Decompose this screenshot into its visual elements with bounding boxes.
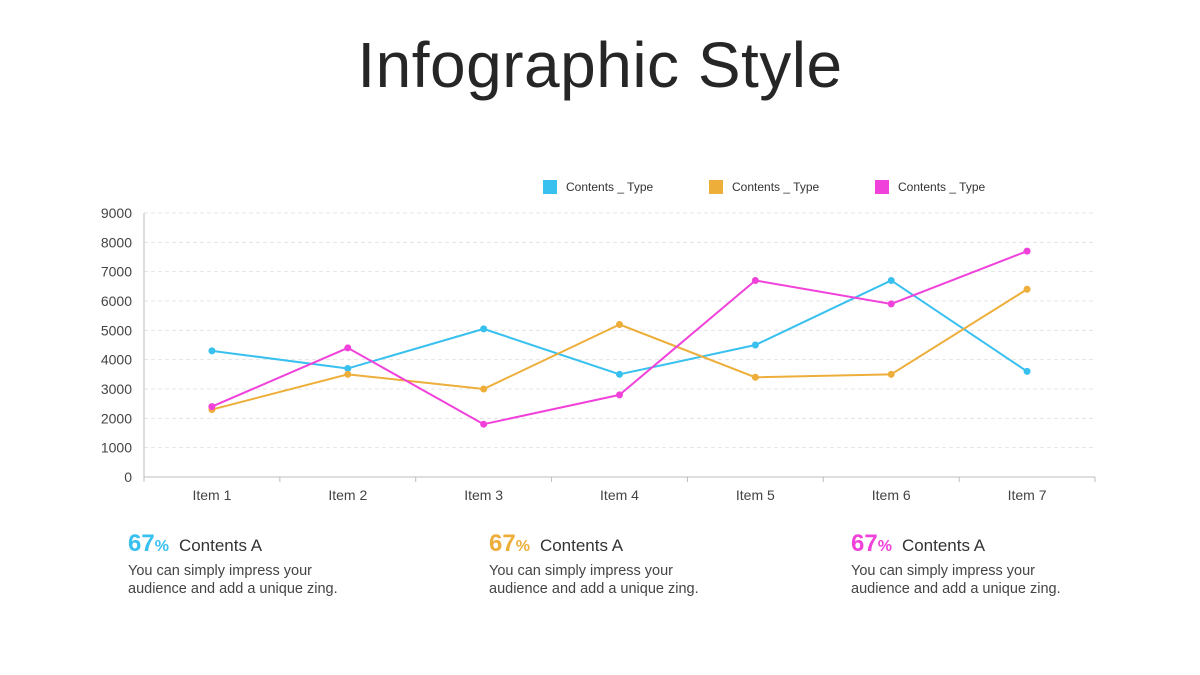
stat-label: Contents A — [901, 536, 986, 555]
data-point — [616, 370, 623, 378]
stat-block-2: 67 % Contents A You can simply impress y… — [489, 530, 789, 598]
data-point — [208, 403, 216, 411]
y-tick-label: 6000 — [101, 293, 132, 309]
data-point — [1023, 285, 1031, 293]
stat-block-3: 67 % Contents A You can simply impress y… — [851, 530, 1151, 598]
data-point — [1023, 247, 1031, 255]
y-tick-label: 3000 — [101, 381, 132, 397]
data-point — [344, 364, 352, 372]
x-tick-label: Item 5 — [736, 487, 775, 503]
y-tick-label: 5000 — [101, 322, 132, 338]
data-point — [344, 344, 352, 352]
data-point — [887, 370, 895, 378]
stat-unit: % — [515, 538, 530, 555]
data-point — [887, 276, 895, 284]
x-tick-label: Item 6 — [872, 487, 911, 503]
legend-swatch — [875, 180, 889, 194]
y-tick-label: 4000 — [101, 352, 132, 368]
data-point — [616, 391, 623, 399]
stat-description: You can simply impress your audience and… — [851, 563, 1061, 597]
stat-description: You can simply impress your audience and… — [128, 563, 338, 597]
y-tick-label: 0 — [124, 469, 132, 485]
legend-label: Contents _ Type — [732, 180, 819, 194]
data-point — [751, 276, 759, 284]
data-point — [480, 420, 488, 428]
stat-label: Contents A — [178, 536, 263, 555]
y-tick-label: 7000 — [101, 264, 132, 280]
data-point — [887, 300, 895, 308]
stat-unit: % — [154, 538, 169, 555]
x-tick-label: Item 3 — [464, 487, 503, 503]
stat-value: 67 — [489, 530, 516, 557]
stat-value: 67 — [851, 530, 878, 557]
line-chart: 0 1000 2000 3000 4000 5000 6000 7000 8000 9000 Ite… — [101, 180, 1096, 503]
stat-block-1: 67 % Contents A You can simply impress y… — [128, 530, 428, 598]
legend-label: Contents _ Type — [566, 180, 653, 194]
stat-description: You can simply impress your audience and… — [489, 563, 699, 597]
data-point — [751, 373, 759, 381]
y-tick-label: 8000 — [101, 234, 132, 250]
data-point — [208, 347, 216, 355]
y-tick-label: 2000 — [101, 410, 132, 426]
x-tick-label: Item 4 — [600, 487, 639, 503]
page-title: Infographic Style — [357, 29, 843, 101]
legend-label: Contents _ Type — [898, 180, 985, 194]
data-point — [344, 370, 352, 378]
data-point — [751, 341, 759, 349]
x-tick-label: Item 7 — [1008, 487, 1047, 503]
data-point — [1023, 367, 1031, 375]
stat-value: 67 — [128, 530, 155, 557]
legend-swatch — [709, 180, 723, 194]
y-tick-label: 1000 — [101, 440, 132, 456]
data-point — [480, 385, 488, 393]
data-point — [480, 325, 488, 333]
data-point — [616, 320, 623, 328]
y-tick-label: 9000 — [101, 205, 132, 221]
stat-label: Contents A — [539, 536, 624, 555]
x-tick-label: Item 1 — [192, 487, 231, 503]
legend-swatch — [543, 180, 557, 194]
stat-unit: % — [877, 538, 892, 555]
x-tick-label: Item 2 — [328, 487, 367, 503]
